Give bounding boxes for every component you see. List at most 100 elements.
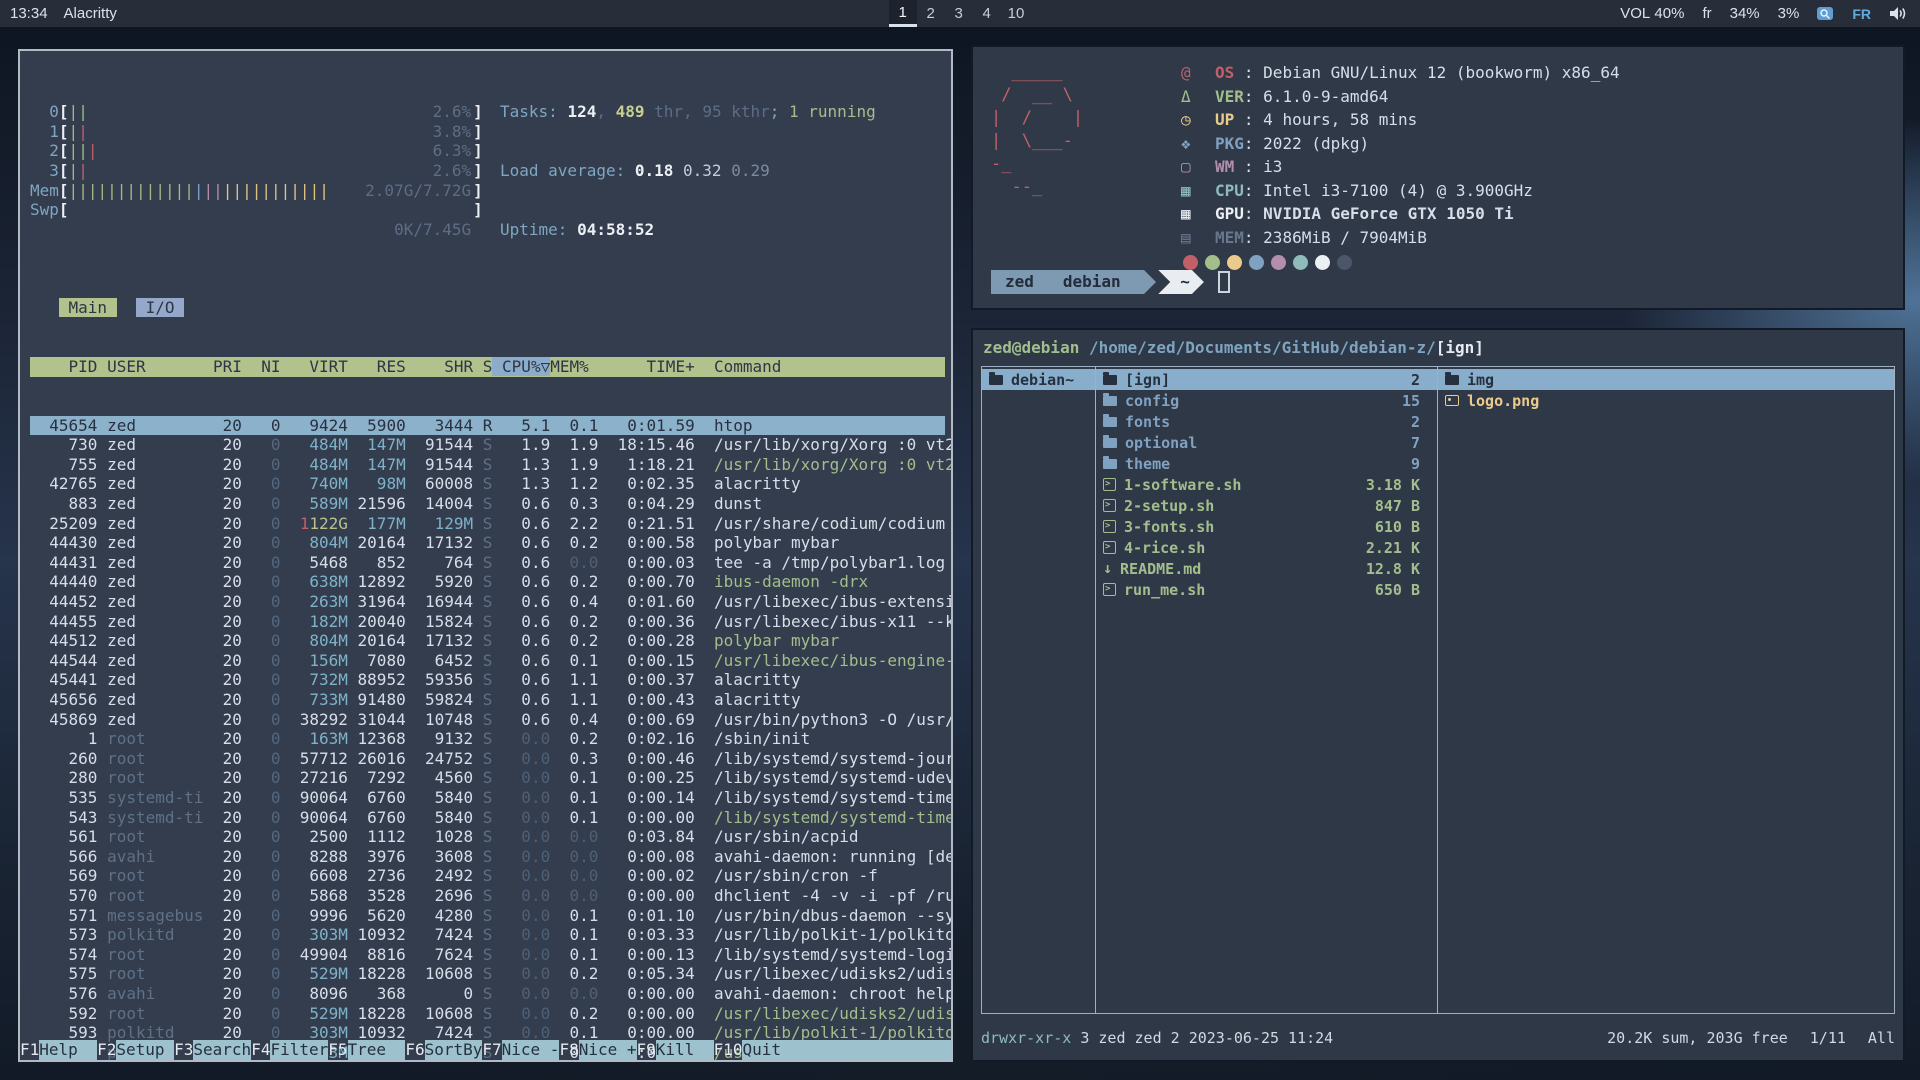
prompt-cwd-segment: ~ (1158, 270, 1204, 294)
process-row[interactable]: 44452 zed 20 0 263M 31964 16944 S 0.6 0.… (30, 592, 951, 612)
neofetch-terminal-window[interactable]: _____ / __ \ | / | | \___- -_ --_ @ OS : … (971, 45, 1905, 310)
process-row[interactable]: 575 root 20 0 529M 18228 10608 S 0.0 0.2… (30, 964, 951, 984)
process-row[interactable]: 260 root 20 0 57712 26016 24752 S 0.0 0.… (30, 749, 951, 769)
fkey-f8[interactable]: F8 (559, 1040, 579, 1059)
file-row[interactable]: 4-rice.sh 2.21 K (1096, 537, 1437, 558)
fkey-action-search[interactable]: Search (193, 1040, 252, 1060)
fkey-action-setup[interactable]: Setup (116, 1040, 175, 1060)
process-row[interactable]: 44430 zed 20 0 804M 20164 17132 S 0.6 0.… (30, 533, 951, 553)
process-row[interactable]: 574 root 20 0 49904 8816 7624 S 0.0 0.1 … (30, 945, 951, 965)
language-badge[interactable]: FR (1852, 5, 1871, 22)
fkey-f10[interactable]: F10 (713, 1040, 743, 1059)
process-row[interactable]: 280 root 20 0 27216 7292 4560 S 0.0 0.1 … (30, 768, 951, 788)
cell-cmd: /usr/bin/dbus-daemon --sy (704, 905, 951, 925)
file-row[interactable]: config 15 (1096, 390, 1437, 411)
text (695, 690, 705, 709)
cell-user: zed (107, 611, 204, 631)
vifm-panes: debian~ [ign] 2 config 15 fonts 2 optional 7 the… (981, 366, 1895, 1014)
file-row[interactable]: theme 9 (1096, 453, 1437, 474)
process-row[interactable]: 755 zed 20 0 484M 147M 91544 S 1.3 1.9 1… (30, 455, 951, 475)
process-row[interactable]: 45869 zed 20 0 38292 31044 10748 S 0.6 0… (30, 710, 951, 730)
process-row[interactable]: 44512 zed 20 0 804M 20164 17132 S 0.6 0.… (30, 631, 951, 651)
process-row[interactable]: 44440 zed 20 0 638M 12892 5920 S 0.6 0.2… (30, 572, 951, 592)
cell-s: S (473, 866, 493, 886)
tab-main[interactable]: Main (58, 298, 117, 318)
process-row[interactable]: 535 systemd-ti 20 0 90064 6760 5840 S 0.… (30, 788, 951, 808)
process-row[interactable]: 561 root 20 0 2500 1112 1028 S 0.0 0.0 0… (30, 827, 951, 847)
fkey-f7[interactable]: F7 (482, 1040, 502, 1059)
process-row[interactable]: 883 zed 20 0 589M 21596 14004 S 0.6 0.3 … (30, 494, 951, 514)
cell-ni: 0 (241, 670, 281, 690)
file-row[interactable]: 1-software.sh 3.18 K (1096, 474, 1437, 495)
cell-pid: 45654 (30, 415, 98, 435)
screenshot-tool-icon[interactable] (1817, 6, 1834, 21)
process-row[interactable]: 45441 zed 20 0 732M 88952 59356 S 0.6 1.… (30, 670, 951, 690)
process-row[interactable]: 44544 zed 20 0 156M 7080 6452 S 0.6 0.1 … (30, 651, 951, 671)
workspace-button[interactable]: 4 (982, 5, 991, 22)
process-row[interactable]: 543 systemd-ti 20 0 90064 6760 5840 S 0.… (30, 808, 951, 828)
workspace-button[interactable]: 2 (926, 5, 935, 22)
meter-bar: | (78, 141, 88, 161)
file-row[interactable]: debian~ (982, 369, 1095, 390)
fkey-action-help[interactable]: Help (39, 1040, 98, 1060)
cell-ni: 0 (241, 964, 281, 984)
process-row[interactable]: 45656 zed 20 0 733M 91480 59824 S 0.6 1.… (30, 690, 951, 710)
process-row[interactable]: 45654 zed 20 0 9424 5900 3444 R 5.1 0.1 … (30, 415, 945, 436)
process-row[interactable]: 570 root 20 0 5868 3528 2696 S 0.0 0.0 0… (30, 886, 951, 906)
file-row[interactable]: 3-fonts.sh 610 B (1096, 516, 1437, 537)
workspace-button[interactable]: 10 (1007, 5, 1025, 22)
process-row[interactable]: 44455 zed 20 0 182M 20040 15824 S 0.6 0.… (30, 612, 951, 632)
process-row[interactable]: 1 root 20 0 163M 12368 9132 S 0.0 0.2 0:… (30, 729, 951, 749)
fkey-f4[interactable]: F4 (251, 1040, 271, 1059)
fkey-action-kill[interactable]: Kill (655, 1040, 714, 1060)
process-row[interactable]: 571 messagebus 20 0 9996 5620 4280 S 0.0… (30, 906, 951, 926)
cell-res: 10932 (347, 1023, 406, 1043)
workspace-button[interactable]: 3 (954, 5, 963, 22)
process-row[interactable]: 566 avahi 20 0 8288 3976 3608 S 0.0 0.0 … (30, 847, 951, 867)
file-row[interactable]: img (1438, 369, 1894, 390)
file-row[interactable]: run_me.sh 650 B (1096, 579, 1437, 600)
fkey-action-quit[interactable]: Quit (742, 1040, 801, 1060)
file-row[interactable]: README.md 12.8 K (1096, 558, 1437, 579)
process-row[interactable]: 730 zed 20 0 484M 147M 91544 S 1.9 1.9 1… (30, 435, 951, 455)
htop-column-header[interactable]: PID USER PRI NI VIRT RES SHR S CPU%▽MEM%… (30, 356, 945, 377)
file-row[interactable]: optional 7 (1096, 432, 1437, 453)
process-row[interactable]: 569 root 20 0 6608 2736 2492 S 0.0 0.0 0… (30, 866, 951, 886)
fkey-f9[interactable]: F9 (636, 1040, 656, 1059)
fkey-action-nice[interactable]: Nice - (501, 1040, 560, 1060)
file-row[interactable]: 2-setup.sh 847 B (1096, 495, 1437, 516)
cell-cmd: /lib/systemd/systemd-jour (704, 748, 951, 768)
process-row[interactable]: 593 polkitd 20 0 303M 10932 7424 S 0.0 0… (30, 1023, 951, 1043)
fkey-action-filter[interactable]: Filter (270, 1040, 329, 1060)
fkey-f3[interactable]: F3 (174, 1040, 194, 1059)
tab-io[interactable]: I/O (135, 298, 185, 318)
htop-terminal-window[interactable]: 0[|| 2.6%] 1[|| 3.8%] 2[||| 6.3%] 3[|| 2.6%]… (18, 49, 953, 1062)
file-row[interactable]: logo.png (1438, 390, 1894, 411)
file-row[interactable]: [ign] 2 (1096, 369, 1437, 390)
cell-s: S (473, 592, 493, 612)
vifm-file-manager-window[interactable]: zed@debian /home/zed/Documents/GitHub/de… (971, 328, 1905, 1062)
process-row[interactable]: 573 polkitd 20 0 303M 10932 7424 S 0.0 0… (30, 925, 951, 945)
fkey-f2[interactable]: F2 (97, 1040, 117, 1059)
process-row[interactable]: 592 root 20 0 529M 18228 10608 S 0.0 0.2… (30, 1004, 951, 1024)
cell-res: 98M (347, 474, 406, 494)
cpu-meter: 0[|| 2.6%] (30, 102, 951, 122)
process-row[interactable]: 42765 zed 20 0 740M 98M 60008 S 1.3 1.2 … (30, 474, 951, 494)
fkey-f5[interactable]: F5 (328, 1040, 348, 1059)
meter-bracket: [ (58, 200, 69, 220)
fkey-f1[interactable]: F1 (20, 1040, 40, 1059)
process-row[interactable]: 25209 zed 20 0 1122G 177M 129M S 0.6 2.2… (30, 514, 951, 534)
fkey-action-tree[interactable]: Tree (347, 1040, 406, 1060)
process-row[interactable]: 576 avahi 20 0 8096 368 0 S 0.0 0.0 0:00… (30, 984, 951, 1004)
process-row[interactable]: 44431 zed 20 0 5468 852 764 S 0.6 0.0 0:… (30, 553, 951, 573)
workspace-button[interactable]: 1 (888, 0, 917, 27)
fkey-action-nice[interactable]: Nice + (578, 1040, 637, 1060)
shell-prompt[interactable]: zed debian ~ (991, 270, 1230, 294)
fkey-f6[interactable]: F6 (405, 1040, 425, 1059)
speaker-icon[interactable] (1889, 6, 1908, 21)
text (97, 651, 107, 670)
cell-pid: 45441 (30, 670, 98, 690)
cell-pri: 20 (203, 670, 242, 690)
fkey-action-sortby[interactable]: SortBy (424, 1040, 483, 1060)
file-row[interactable]: fonts 2 (1096, 411, 1437, 432)
